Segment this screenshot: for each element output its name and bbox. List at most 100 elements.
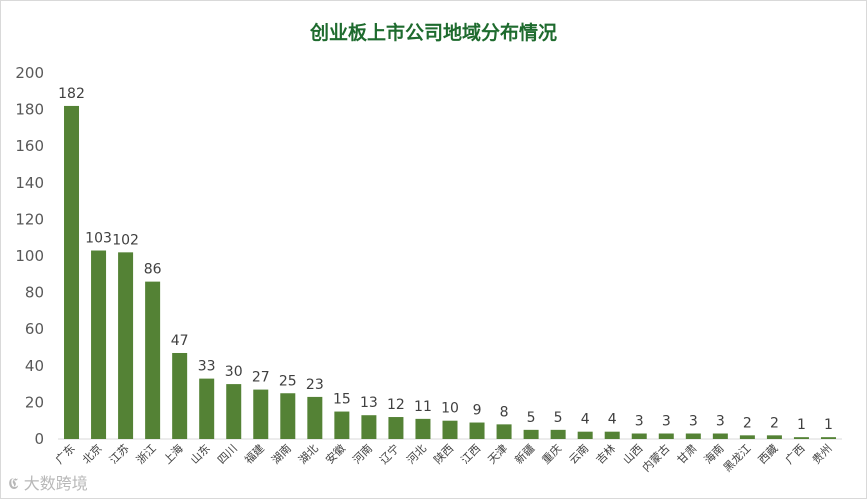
x-tick-label: 江西 (458, 442, 483, 467)
x-tick-label: 河北 (404, 442, 429, 467)
data-label: 2 (743, 415, 752, 431)
bar (685, 433, 701, 439)
y-tick-label: 0 (34, 430, 44, 448)
bar (496, 424, 512, 439)
data-label: 4 (608, 412, 617, 428)
watermark-text: 大数跨境 (23, 474, 88, 493)
y-tick-label: 200 (15, 64, 44, 82)
x-tick-label: 天津 (485, 442, 510, 467)
x-tick-label: 甘肃 (675, 442, 700, 467)
y-tick-label: 180 (15, 101, 44, 119)
y-axis: 0 20 40 60 80 100 120 140 160 180 200 (15, 64, 44, 448)
x-tick-label: 福建 (241, 441, 266, 466)
data-label: 4 (581, 412, 590, 428)
data-label: 103 (85, 231, 112, 247)
chart-title: 创业板上市公司地域分布情况 (309, 22, 557, 44)
bar (307, 396, 323, 439)
x-tick-label: 浙江 (134, 442, 159, 467)
data-label: 9 (473, 403, 482, 419)
x-tick-label: 四川 (215, 442, 240, 467)
x-tick-label: 广西 (783, 442, 808, 467)
data-label: 102 (112, 232, 139, 248)
bar (766, 435, 782, 439)
bar (199, 378, 215, 439)
bar (172, 352, 188, 439)
x-tick-label: 吉林 (593, 441, 618, 466)
x-tick-label: 湖北 (296, 442, 321, 467)
bar (253, 389, 269, 439)
data-label: 3 (662, 414, 671, 430)
data-label: 8 (500, 404, 509, 420)
data-label: 23 (306, 377, 324, 393)
bars (64, 105, 836, 439)
y-tick-label: 40 (25, 357, 44, 375)
data-label: 13 (360, 395, 378, 411)
data-label: 12 (387, 397, 405, 413)
bar (334, 411, 350, 439)
bar (469, 422, 485, 439)
data-label: 10 (441, 401, 459, 417)
x-tick-label: 黑龙江 (721, 442, 754, 475)
data-label: 182 (58, 86, 85, 102)
x-tick-label: 重庆 (539, 441, 564, 466)
data-label: 5 (554, 410, 563, 426)
bar (145, 281, 161, 439)
data-label: 5 (527, 410, 536, 426)
data-label: 11 (414, 399, 432, 415)
y-tick-label: 60 (25, 320, 44, 338)
x-tick-label: 安徽 (323, 441, 348, 466)
bar (118, 252, 134, 439)
x-tick-label: 贵州 (810, 442, 835, 467)
x-tick-label: 湖南 (269, 442, 294, 467)
watermark-icon: 𝕮 (8, 474, 19, 493)
data-label: 15 (333, 392, 351, 408)
bar (64, 105, 80, 439)
x-tick-label: 上海 (160, 441, 185, 466)
x-tick-label: 河南 (350, 442, 375, 467)
category-labels: 广东 北京 江苏 浙江 上海 山东 四川 福建 湖南 湖北 安徽 河南 辽宁 河北 陕西 江西 天津 新疆 重庆 云南… (53, 441, 835, 474)
y-tick-label: 140 (15, 174, 44, 192)
bar (442, 420, 458, 439)
bar (658, 433, 674, 439)
x-tick-label: 新疆 (512, 441, 537, 466)
data-label: 47 (171, 333, 189, 349)
data-label: 3 (689, 414, 698, 430)
data-label: 27 (252, 370, 270, 386)
x-tick-label: 陕西 (431, 441, 456, 466)
bar (712, 433, 728, 439)
data-label: 1 (824, 417, 833, 433)
x-tick-label: 北京 (79, 441, 104, 466)
watermark-logo: 𝕮 大数跨境 (8, 470, 88, 494)
data-label: 30 (225, 364, 243, 380)
data-label: 25 (279, 373, 297, 389)
y-tick-label: 100 (15, 247, 44, 265)
y-tick-label: 80 (25, 284, 44, 302)
bar (91, 250, 107, 439)
data-label: 86 (144, 262, 162, 278)
bar (280, 393, 296, 439)
bar (523, 429, 539, 439)
x-tick-label: 辽宁 (377, 441, 402, 466)
bar (739, 435, 755, 439)
x-tick-label: 云南 (567, 442, 592, 467)
data-label: 1 (797, 417, 806, 433)
bar (550, 429, 566, 439)
data-label: 33 (198, 359, 216, 375)
bar (226, 384, 242, 439)
bar (388, 417, 404, 439)
bar (820, 437, 836, 439)
data-label: 3 (716, 414, 725, 430)
y-tick-label: 160 (15, 137, 44, 155)
x-tick-label: 西藏 (756, 442, 781, 467)
bar (577, 431, 593, 439)
y-tick-label: 120 (15, 210, 44, 228)
bar (604, 431, 620, 439)
bar (793, 437, 809, 439)
data-label: 2 (770, 415, 779, 431)
x-tick-label: 山东 (188, 442, 213, 467)
x-tick-label: 广东 (53, 442, 78, 467)
bar (361, 415, 377, 439)
y-tick-label: 20 (25, 393, 44, 411)
